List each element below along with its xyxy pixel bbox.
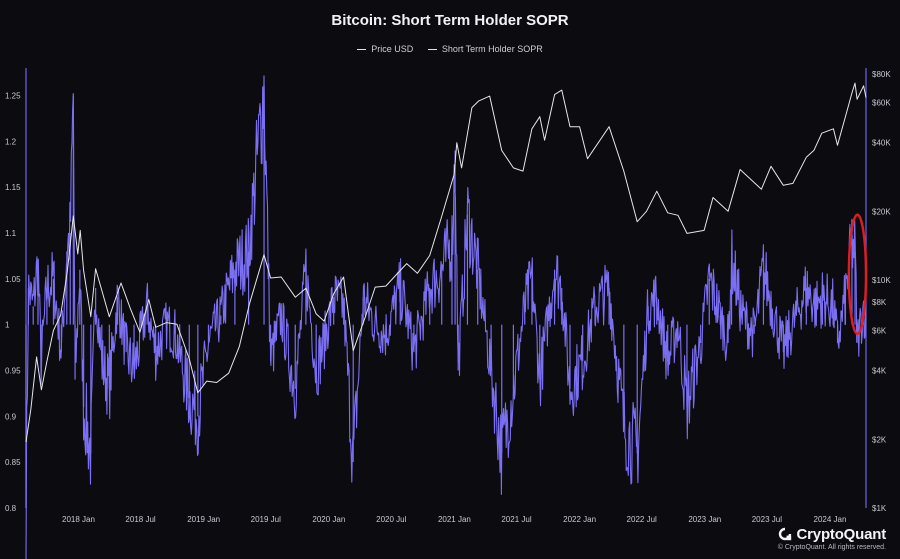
right-tick-label: $6K — [872, 327, 887, 336]
x-tick-label: 2024 Jan — [814, 515, 847, 524]
right-tick-label: $2K — [872, 435, 887, 444]
x-tick-label: 2019 Jul — [251, 515, 281, 524]
chart-legend: Price USD Short Term Holder SOPR — [0, 44, 900, 54]
x-tick-label: 2021 Jan — [438, 515, 471, 524]
legend-item-sopr[interactable]: Short Term Holder SOPR — [427, 44, 543, 54]
x-tick-label: 2019 Jan — [187, 515, 220, 524]
x-tick-label: 2023 Jan — [688, 515, 721, 524]
legend-swatch-price — [357, 49, 367, 51]
legend-label-price: Price USD — [371, 44, 414, 54]
x-tick-label: 2022 Jul — [627, 515, 657, 524]
price-series — [25, 82, 867, 442]
x-tick-label: 2018 Jan — [62, 515, 95, 524]
left-tick-label: 1.2 — [5, 137, 17, 146]
left-tick-label: 1.15 — [5, 183, 21, 192]
right-tick-label: $8K — [872, 298, 887, 307]
x-tick-label: 2020 Jul — [376, 515, 406, 524]
copyright-text: © CryptoQuant. All rights reserved. — [777, 544, 886, 551]
left-tick-label: 0.9 — [5, 412, 17, 421]
x-tick-label: 2022 Jan — [563, 515, 596, 524]
price-line — [25, 82, 867, 442]
cryptoquant-logo-icon — [778, 527, 791, 541]
right-tick-label: $10K — [872, 276, 891, 285]
left-tick-label: 1 — [5, 321, 10, 330]
left-tick-label: 1.05 — [5, 275, 21, 284]
chart-title: Bitcoin: Short Term Holder SOPR — [331, 12, 569, 29]
right-axis-ticks: $1K $2K $4K $6K $8K $10K $20K $40K $60K $80K — [872, 70, 891, 513]
x-tick-label: 2023 Jul — [752, 515, 782, 524]
sopr-series — [25, 75, 867, 559]
logo-text: CryptoQuant — [796, 526, 887, 543]
legend-swatch-sopr — [427, 49, 437, 51]
legend-label-sopr: Short Term Holder SOPR — [441, 44, 543, 54]
right-tick-label: $60K — [872, 98, 891, 107]
brand-block: CryptoQuant © CryptoQuant. All rights re… — [778, 526, 886, 551]
x-tick-label: 2021 Jul — [501, 515, 531, 524]
left-tick-label: 0.8 — [5, 504, 17, 513]
right-tick-label: $40K — [872, 139, 891, 148]
right-tick-label: $20K — [872, 207, 891, 216]
x-tick-label: 2020 Jan — [312, 515, 345, 524]
left-tick-label: 1.1 — [5, 229, 17, 238]
left-tick-label: 1.25 — [5, 92, 21, 101]
left-tick-label: 0.95 — [5, 367, 21, 376]
highlight-ellipse — [847, 213, 868, 336]
legend-item-price[interactable]: Price USD — [357, 44, 413, 54]
right-tick-label: $80K — [872, 70, 891, 79]
x-axis-ticks: 2018 Jan 2018 Jul 2019 Jan 2019 Jul 2020 Jan… — [62, 515, 846, 524]
right-tick-label: $4K — [872, 367, 887, 376]
right-tick-label: $1K — [872, 504, 887, 513]
x-tick-label: 2018 Jul — [125, 515, 155, 524]
sopr-line — [25, 75, 867, 559]
cryptoquant-logo: CryptoQuant — [778, 526, 886, 543]
annotations — [847, 213, 868, 336]
left-tick-label: 0.85 — [5, 458, 21, 467]
left-axis-ticks: 0.8 0.85 0.9 0.95 1 1.05 1.1 1.15 1.2 1.25 — [5, 92, 21, 514]
